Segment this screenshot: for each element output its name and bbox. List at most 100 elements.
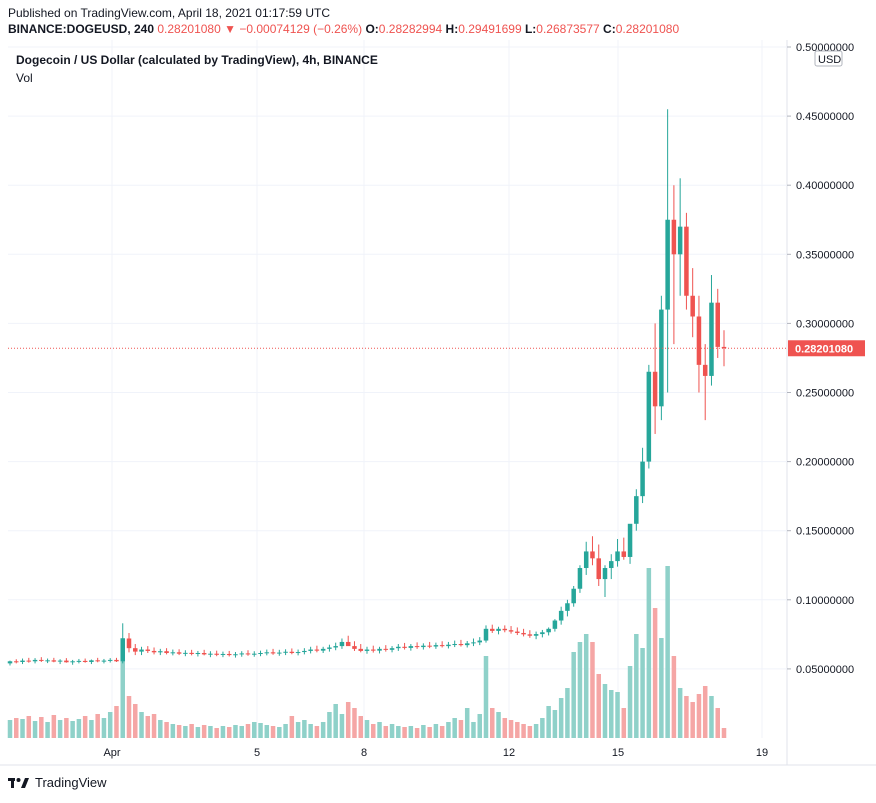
volume-bar <box>114 706 119 738</box>
volume-bar <box>95 714 100 738</box>
candle-body <box>665 219 670 310</box>
candle-body <box>659 309 664 407</box>
volume-bar <box>421 725 426 738</box>
tradingview-brand[interactable]: TradingView <box>8 775 107 790</box>
volume-bar <box>602 684 608 738</box>
volume-bar <box>133 704 138 738</box>
candle-body <box>107 659 113 661</box>
candle-body <box>609 561 614 569</box>
volume-bar <box>82 716 88 738</box>
volume-bar <box>302 720 307 738</box>
candle-body <box>258 653 263 655</box>
published-line: Published on TradingView.com, April 18, … <box>8 6 330 20</box>
candle-body <box>264 652 270 654</box>
volume-bar <box>571 652 576 738</box>
volume-bar <box>684 696 689 738</box>
volume-bar <box>646 568 652 738</box>
low-label: L: <box>524 22 537 36</box>
candle-body <box>590 551 595 559</box>
x-tick-label: 12 <box>503 747 515 759</box>
candle-body <box>596 558 601 580</box>
volume-bar <box>289 716 295 738</box>
volume-bar <box>101 718 107 738</box>
candle-body <box>39 659 44 661</box>
volume-bar <box>339 714 345 738</box>
volume-bar <box>533 724 539 738</box>
candle-body <box>339 641 345 647</box>
volume-bar <box>345 702 351 738</box>
candle-body <box>308 649 313 651</box>
candle-body <box>245 653 251 655</box>
candle-body <box>139 649 144 652</box>
candle-body <box>377 648 382 651</box>
volume-bar <box>446 722 451 738</box>
volume-bar <box>540 718 545 738</box>
candle-body <box>151 650 157 653</box>
volume-bar <box>364 720 370 738</box>
candle-body <box>32 659 38 662</box>
volume-bar <box>89 720 94 738</box>
candle-body <box>220 653 226 655</box>
candle-body <box>101 660 107 662</box>
candle-body <box>126 638 132 649</box>
close-value: 0.28201080 <box>615 22 680 36</box>
candle-body <box>496 628 501 631</box>
candle-body <box>239 653 244 655</box>
candle-body <box>302 650 307 653</box>
volume-bar <box>183 726 188 738</box>
candle-body <box>7 661 13 664</box>
volume-bar <box>239 726 244 738</box>
volume-bar <box>590 642 595 738</box>
x-tick-label: 19 <box>756 747 768 759</box>
currency-label: USD <box>818 54 841 66</box>
candle-body <box>540 632 545 635</box>
candle-body <box>552 620 558 629</box>
candle-body <box>45 660 50 662</box>
candle-body <box>14 661 19 663</box>
volume-bar <box>270 726 276 738</box>
volume-bar <box>7 720 13 738</box>
candle-body <box>546 628 551 633</box>
volume-bar <box>377 722 382 738</box>
candle-body <box>252 653 257 655</box>
volume-bar <box>609 690 614 738</box>
y-tick-label: 0.45000000 <box>796 111 854 123</box>
volume-bar <box>220 726 226 738</box>
candle-body <box>233 654 238 656</box>
candle-body <box>615 551 620 562</box>
candle-body <box>333 646 338 648</box>
candle-body <box>702 364 708 376</box>
candle-body <box>158 651 163 653</box>
candle-body <box>345 641 351 647</box>
volume-bar <box>615 692 620 738</box>
volume-bar <box>126 696 132 738</box>
candle-body <box>277 652 282 654</box>
symbol-label: BINANCE:DOGEUSD, 240 <box>8 22 155 36</box>
candle-body <box>684 226 689 296</box>
candle-body <box>164 651 169 654</box>
candle-body <box>189 652 194 654</box>
candle-body <box>396 646 401 649</box>
candle-body <box>696 316 702 365</box>
volume-bar <box>214 728 219 738</box>
volume-label: Vol <box>16 71 33 85</box>
volume-bar <box>659 638 664 738</box>
volume-bar <box>226 727 232 738</box>
candle-body <box>671 219 677 255</box>
volume-bar <box>320 722 326 738</box>
candle-body <box>565 603 570 611</box>
candle-body <box>327 647 332 649</box>
candle-body <box>352 646 357 649</box>
candle-body <box>427 645 432 647</box>
volume-bar <box>39 717 44 738</box>
volume-bar <box>252 722 257 738</box>
volume-bar <box>665 566 670 738</box>
volume-bar <box>715 708 720 738</box>
candle-body <box>458 644 464 646</box>
candle-body <box>571 588 576 604</box>
candle-body <box>183 652 188 654</box>
candle-body <box>76 660 82 662</box>
volume-bar <box>696 694 702 738</box>
candle-body <box>515 631 520 633</box>
